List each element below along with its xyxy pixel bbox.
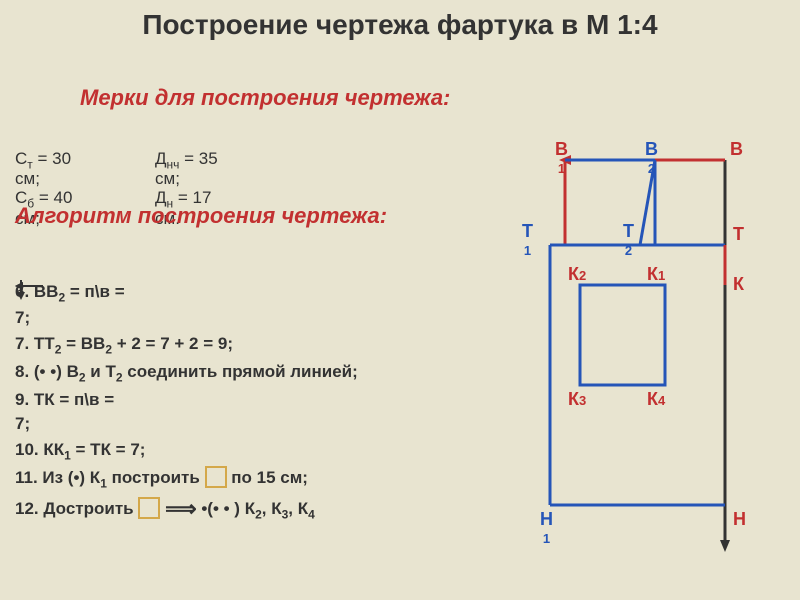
point-T: Т [733,225,744,243]
point-K1: К1 [647,265,665,283]
meas-unit: см; [155,169,180,188]
step-10: 10. КК1 = ТК = 7; [15,438,515,464]
meas-text: = 35 [179,149,217,168]
point-T2: Т2 [623,222,634,258]
point-T1: Т1 [522,222,533,258]
merki-subtitle: Мерки для построения чертежа: [80,85,450,110]
point-K3: К3 [568,390,586,408]
point-K2: К2 [568,265,586,283]
page-title: Построение чертежа фартука в М 1:4 [0,0,800,42]
point-B2: В2 [645,140,658,176]
step-12: 12. Достроить ⟹ •(• • ) К2, К3, К4 [15,494,515,525]
point-H1: Н1 [540,510,553,546]
meas-text: = 30 [33,149,71,168]
arrow-left-icon [15,280,45,292]
meas-unit: см; [15,169,40,188]
step-6: 6. ВВ2 = п\в =7; [15,280,515,330]
meas-text: Д [155,149,167,168]
pattern-diagram: В1 В2 В Т1 Т2 Т К2 К1 К К3 К4 Н1 Н [525,140,775,560]
point-B: В [730,140,743,158]
point-K: К [733,275,744,293]
step-7: 7. ТТ2 = ВВ2 + 2 = 7 + 2 = 9; [15,332,515,358]
point-B1: В1 [555,140,568,176]
step-8: 8. (• •) В2 и Т2 соединить прямой линией… [15,360,515,386]
diagram-svg [525,140,775,560]
implies-icon: ⟹ [165,494,197,525]
algorithm-steps: 6. ВВ2 = п\в =7; 7. ТТ2 = ВВ2 + 2 = 7 + … [15,280,515,527]
step-9: 9. ТК = п\в =7; [15,388,515,436]
step-11: 11. Из (•) К1 построить по 15 см; [15,466,515,492]
point-H: Н [733,510,746,528]
meas-text: С [15,149,27,168]
algorithm-subtitle: Алгоритм построения чертежа: [15,203,387,228]
point-K4: К4 [647,390,665,408]
